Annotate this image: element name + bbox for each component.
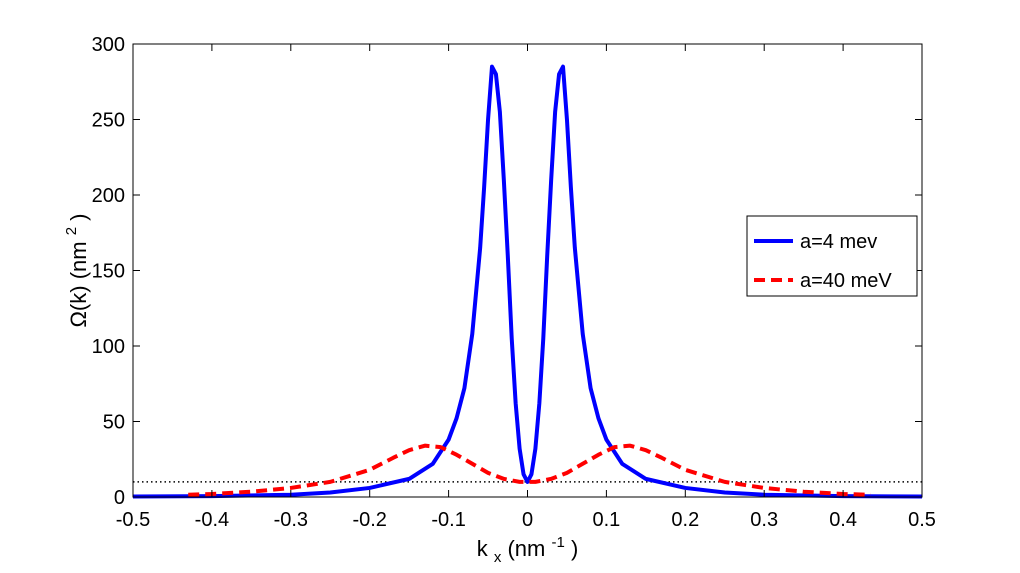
y-axis-label-main: Ω(k) (nm: [66, 241, 91, 327]
x-tick-label: -0.2: [352, 509, 386, 531]
y-tick-label: 50: [103, 412, 125, 434]
y-tick-label: 250: [92, 110, 125, 132]
y-tick-label: 100: [92, 336, 125, 358]
x-axis-label-subscript: x: [494, 549, 502, 566]
x-tick-label: 0.4: [829, 509, 857, 531]
x-tick-label: 0.3: [750, 509, 778, 531]
x-axis-label: k x (nm -1 ): [477, 527, 579, 567]
x-tick-label: 0.5: [908, 509, 936, 531]
x-tick-label: 0.2: [671, 509, 699, 531]
x-axis-label-unit-open: (nm: [507, 536, 545, 561]
legend-label-a4: a=4 mev: [800, 231, 877, 253]
legend-label-a40: a=40 meV: [800, 270, 892, 292]
series-line-0: [132, 64, 923, 499]
x-tick-label: -0.3: [274, 509, 308, 531]
y-tick-label: 0: [114, 487, 125, 509]
x-tick-label: 0.1: [592, 509, 620, 531]
y-tick-label: 200: [92, 185, 125, 207]
y-tick-label: 300: [92, 34, 125, 56]
x-tick-label: -0.5: [116, 509, 150, 531]
y-axis-label-close: ): [66, 213, 91, 220]
y-axis-label-exponent: 2: [63, 227, 80, 235]
x-axis-label-unit-exponent: -1: [551, 534, 564, 551]
legend-box: [746, 215, 918, 297]
legend: a=4 mev a=40 meV: [746, 215, 918, 297]
x-tick-label: -0.4: [195, 509, 229, 531]
x-axis-label-unit-close: ): [571, 536, 578, 561]
y-tick-label: 150: [92, 261, 125, 283]
y-axis-label: Ω(k) (nm 2 ): [56, 213, 91, 327]
series-layer: [132, 64, 923, 499]
x-tick-label: -0.1: [431, 509, 465, 531]
x-tick-label: 0: [522, 509, 533, 531]
x-axis-label-main: k: [477, 536, 489, 561]
tick-layer: -0.5 -0.4 -0.3 -0.2 -0.1 0 0.1 0.2 0.3 0.4 0.5 0 50 1…: [92, 34, 936, 531]
